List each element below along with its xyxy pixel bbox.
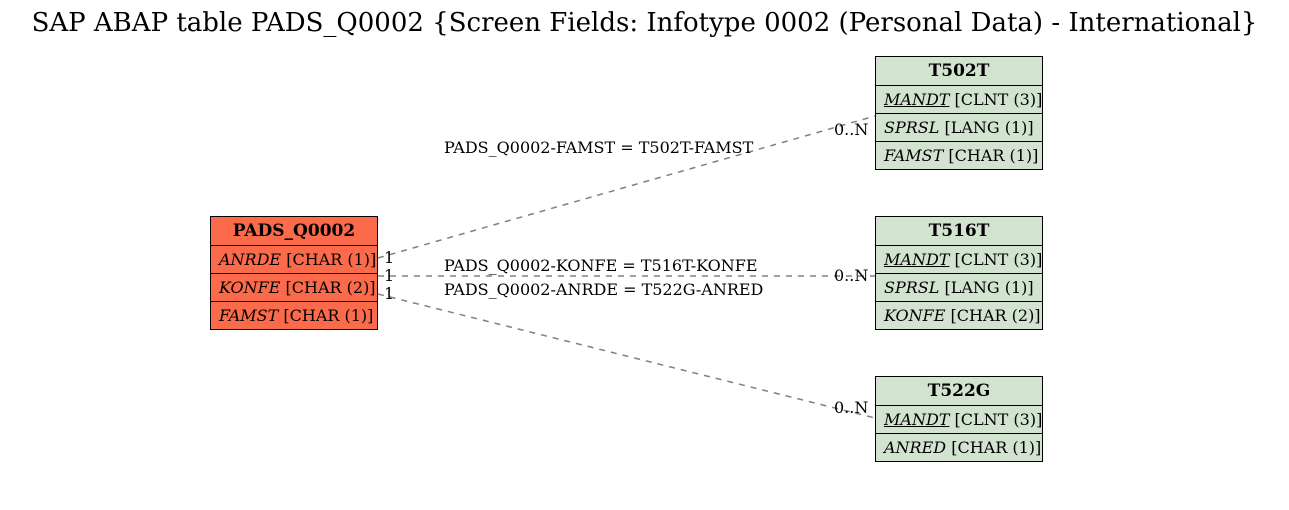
- field-key: SPRSL: [884, 278, 939, 297]
- edges-layer: [0, 0, 1289, 510]
- entity-field: MANDT [CLNT (3)]: [876, 86, 1042, 114]
- field-type: [CHAR (1)]: [286, 250, 376, 269]
- field-type: [CHAR (2)]: [286, 278, 376, 297]
- edge-label: PADS_Q0002-ANRDE = T522G-ANRED: [444, 280, 763, 299]
- field-type: [CLNT (3)]: [955, 410, 1043, 429]
- field-key: FAMST: [884, 146, 943, 165]
- edge-cardinality-from: 1: [384, 284, 394, 303]
- edge-label: PADS_Q0002-KONFE = T516T-KONFE: [444, 256, 758, 275]
- field-key: MANDT: [884, 90, 949, 109]
- entity-header: T516T: [876, 217, 1042, 246]
- entity-field: FAMST [CHAR (1)]: [876, 142, 1042, 169]
- entity-field: SPRSL [LANG (1)]: [876, 114, 1042, 142]
- field-type: [LANG (1)]: [944, 278, 1033, 297]
- entity-field: ANRED [CHAR (1)]: [876, 434, 1042, 461]
- entity-field: MANDT [CLNT (3)]: [876, 406, 1042, 434]
- entity-field: SPRSL [LANG (1)]: [876, 274, 1042, 302]
- field-key: KONFE: [884, 306, 945, 325]
- entity-t522g: T522GMANDT [CLNT (3)]ANRED [CHAR (1)]: [875, 376, 1043, 462]
- entity-header: T522G: [876, 377, 1042, 406]
- edge-cardinality-to: 0..N: [834, 120, 868, 139]
- field-type: [CLNT (3)]: [955, 90, 1043, 109]
- edge-label: PADS_Q0002-FAMST = T502T-FAMST: [444, 138, 753, 157]
- entity-header: T502T: [876, 57, 1042, 86]
- field-key: SPRSL: [884, 118, 939, 137]
- field-key: KONFE: [219, 278, 280, 297]
- field-type: [CHAR (1)]: [948, 146, 1038, 165]
- field-key: FAMST: [219, 306, 278, 325]
- diagram-title: SAP ABAP table PADS_Q0002 {Screen Fields…: [0, 8, 1289, 38]
- edge-cardinality-to: 0..N: [834, 266, 868, 285]
- field-type: [LANG (1)]: [944, 118, 1033, 137]
- edge-line: [378, 294, 875, 418]
- field-key: ANRED: [884, 438, 946, 457]
- field-type: [CHAR (2)]: [951, 306, 1041, 325]
- entity-field: KONFE [CHAR (2)]: [876, 302, 1042, 329]
- entity-field: ANRDE [CHAR (1)]: [211, 246, 377, 274]
- field-key: ANRDE: [219, 250, 281, 269]
- edge-cardinality-from: 1: [384, 266, 394, 285]
- edge-cardinality-from: 1: [384, 248, 394, 267]
- field-type: [CLNT (3)]: [955, 250, 1043, 269]
- entity-field: KONFE [CHAR (2)]: [211, 274, 377, 302]
- entity-field: MANDT [CLNT (3)]: [876, 246, 1042, 274]
- edge-cardinality-to: 0..N: [834, 398, 868, 417]
- field-type: [CHAR (1)]: [283, 306, 373, 325]
- entity-t502t: T502TMANDT [CLNT (3)]SPRSL [LANG (1)]FAM…: [875, 56, 1043, 170]
- field-key: MANDT: [884, 410, 949, 429]
- field-key: MANDT: [884, 250, 949, 269]
- field-type: [CHAR (1)]: [951, 438, 1041, 457]
- entity-field: FAMST [CHAR (1)]: [211, 302, 377, 329]
- entity-pads-q0002: PADS_Q0002 ANRDE [CHAR (1)]KONFE [CHAR (…: [210, 216, 378, 330]
- entity-header: PADS_Q0002: [211, 217, 377, 246]
- entity-t516t: T516TMANDT [CLNT (3)]SPRSL [LANG (1)]KON…: [875, 216, 1043, 330]
